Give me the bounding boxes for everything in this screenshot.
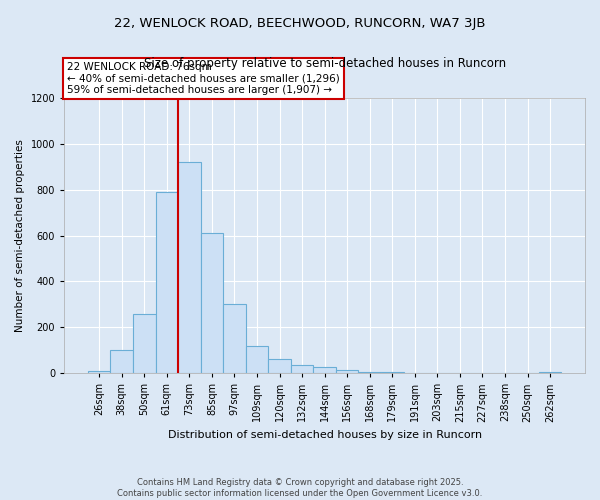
Bar [358, 372, 381, 373]
Bar [291, 365, 313, 373]
Bar [223, 304, 245, 373]
Bar [245, 346, 268, 373]
Title: Size of property relative to semi-detached houses in Runcorn: Size of property relative to semi-detach… [143, 58, 506, 70]
Bar [268, 360, 291, 373]
Text: 22 WENLOCK ROAD: 76sqm
← 40% of semi-detached houses are smaller (1,296)
59% of : 22 WENLOCK ROAD: 76sqm ← 40% of semi-det… [67, 62, 340, 96]
Bar [178, 162, 200, 373]
Bar [200, 234, 223, 373]
Bar [88, 371, 110, 373]
Bar [539, 372, 562, 373]
Text: 22, WENLOCK ROAD, BEECHWOOD, RUNCORN, WA7 3JB: 22, WENLOCK ROAD, BEECHWOOD, RUNCORN, WA… [114, 18, 486, 30]
Bar [381, 372, 404, 373]
Bar [155, 192, 178, 373]
X-axis label: Distribution of semi-detached houses by size in Runcorn: Distribution of semi-detached houses by … [167, 430, 482, 440]
Bar [133, 314, 155, 373]
Bar [110, 350, 133, 373]
Bar [313, 368, 336, 373]
Bar [336, 370, 358, 373]
Y-axis label: Number of semi-detached properties: Number of semi-detached properties [15, 139, 25, 332]
Text: Contains HM Land Registry data © Crown copyright and database right 2025.
Contai: Contains HM Land Registry data © Crown c… [118, 478, 482, 498]
